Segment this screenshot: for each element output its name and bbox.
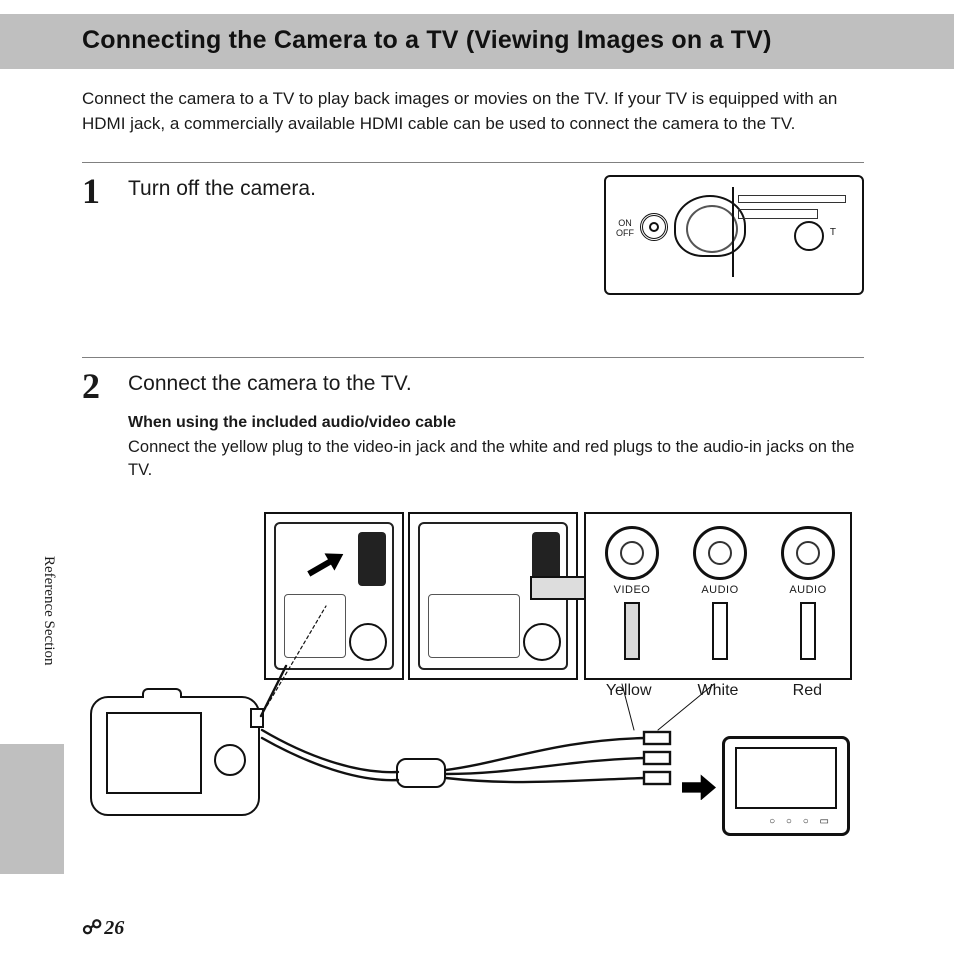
power-switch-icon	[640, 213, 668, 241]
intro-paragraph: Connect the camera to a TV to play back …	[82, 87, 864, 136]
av-cable-diagram: VIDEO AUDIO AUDIO	[86, 506, 856, 846]
zoom-ring-icon	[794, 221, 824, 251]
tv-buttons-icon: ○ ○ ○ ▭	[769, 816, 833, 827]
on-off-label: ON OFF	[616, 219, 634, 238]
step-1: 1 Turn off the camera. ON OFF T	[82, 162, 864, 331]
camera-top-bar: T	[732, 187, 856, 277]
step-2-number: 2	[82, 368, 128, 404]
step-2-text: Connect the yellow plug to the video-in …	[128, 436, 864, 482]
title-banner: Connecting the Camera to a TV (Viewing I…	[0, 14, 954, 69]
step-1-number: 1	[82, 173, 128, 209]
step-2-subheading: When using the included audio/video cabl…	[128, 414, 864, 432]
zoom-t-label: T	[830, 227, 836, 238]
page-content: Connect the camera to a TV to play back …	[0, 69, 954, 846]
step-2-title: Connect the camera to the TV.	[128, 372, 864, 396]
side-section-label: Reference Section	[40, 556, 57, 666]
camera-top-illustration: ON OFF T	[604, 175, 864, 295]
page-number: ☍26	[82, 915, 124, 940]
side-tab	[0, 744, 64, 874]
step-2: 2 Connect the camera to the TV. When usi…	[82, 357, 864, 846]
page-title: Connecting the Camera to a TV (Viewing I…	[82, 26, 954, 55]
tv-illustration: ○ ○ ○ ▭	[722, 736, 850, 836]
page-glyph-icon: ☍	[82, 917, 102, 939]
